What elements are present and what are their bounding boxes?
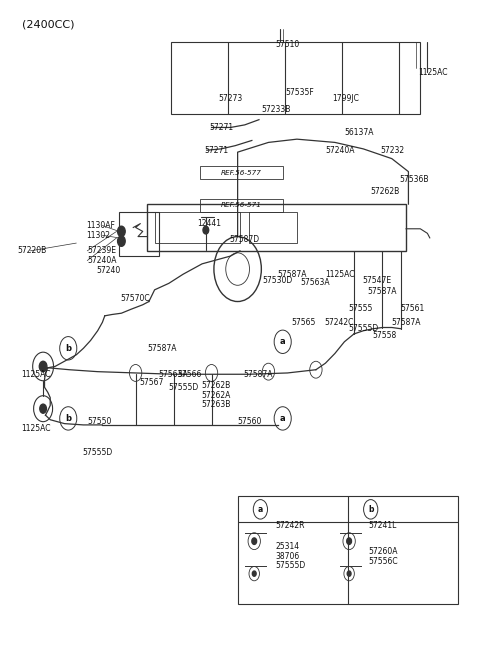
Text: 57587A: 57587A bbox=[147, 344, 177, 353]
Circle shape bbox=[252, 571, 256, 576]
Text: 25314: 25314 bbox=[276, 542, 300, 551]
Text: 57220B: 57220B bbox=[17, 246, 46, 255]
Text: 57271: 57271 bbox=[209, 123, 233, 132]
Text: 57241L: 57241L bbox=[368, 521, 396, 530]
Text: 57262B: 57262B bbox=[201, 381, 230, 390]
Circle shape bbox=[347, 571, 351, 576]
Text: b: b bbox=[368, 505, 373, 514]
Text: 57260A: 57260A bbox=[368, 547, 397, 556]
Text: 57570C: 57570C bbox=[120, 294, 150, 303]
Circle shape bbox=[363, 500, 378, 519]
Text: 38706: 38706 bbox=[276, 552, 300, 561]
Text: 57555D: 57555D bbox=[168, 383, 198, 392]
Text: 56137A: 56137A bbox=[344, 128, 374, 137]
Circle shape bbox=[118, 226, 125, 236]
Text: 57567: 57567 bbox=[139, 378, 164, 387]
Circle shape bbox=[40, 404, 47, 413]
Text: REF.56-571: REF.56-571 bbox=[221, 202, 262, 208]
Text: a: a bbox=[280, 414, 286, 423]
Circle shape bbox=[203, 226, 209, 234]
Text: 57555D: 57555D bbox=[276, 561, 306, 571]
Bar bbox=[200, 166, 283, 179]
Text: 57240A: 57240A bbox=[325, 145, 355, 155]
Bar bbox=[250, 212, 297, 243]
Text: 57556C: 57556C bbox=[368, 557, 398, 566]
Text: 57271: 57271 bbox=[204, 145, 228, 155]
Text: 57558: 57558 bbox=[372, 331, 396, 340]
Circle shape bbox=[253, 500, 267, 519]
Text: 57262B: 57262B bbox=[371, 187, 400, 196]
Text: 11302: 11302 bbox=[86, 231, 110, 240]
Bar bbox=[200, 198, 283, 212]
Text: 57561: 57561 bbox=[400, 303, 425, 312]
Text: 57535F: 57535F bbox=[285, 88, 314, 97]
Text: 57560: 57560 bbox=[238, 417, 262, 426]
Text: 57273: 57273 bbox=[219, 94, 243, 103]
Circle shape bbox=[274, 407, 291, 430]
Text: 57263B: 57263B bbox=[201, 400, 230, 409]
Text: 1125AC: 1125AC bbox=[21, 370, 50, 379]
Text: 57550: 57550 bbox=[87, 417, 112, 426]
Text: 1125AC: 1125AC bbox=[21, 424, 50, 433]
Text: 57587A: 57587A bbox=[391, 318, 420, 327]
Text: 1125AC: 1125AC bbox=[325, 270, 355, 279]
Text: REF.56-577: REF.56-577 bbox=[221, 170, 262, 176]
Text: a: a bbox=[280, 337, 286, 346]
Text: b: b bbox=[65, 344, 71, 353]
Text: 57240A: 57240A bbox=[87, 256, 117, 265]
Text: a: a bbox=[258, 505, 263, 514]
Text: 1125AC: 1125AC bbox=[418, 67, 447, 77]
Text: 57233B: 57233B bbox=[261, 105, 291, 114]
Text: (2400CC): (2400CC) bbox=[22, 19, 74, 29]
Text: 57547E: 57547E bbox=[362, 276, 392, 284]
Text: 57587A: 57587A bbox=[277, 270, 307, 279]
Text: 57565: 57565 bbox=[291, 318, 316, 327]
Text: 57510: 57510 bbox=[276, 41, 300, 50]
Bar bbox=[119, 212, 159, 256]
Text: 57232: 57232 bbox=[380, 145, 404, 155]
Text: 57530D: 57530D bbox=[263, 276, 293, 285]
Text: 57563A: 57563A bbox=[301, 278, 330, 286]
Text: 57239E: 57239E bbox=[87, 246, 116, 255]
Text: 57262A: 57262A bbox=[201, 390, 230, 400]
Circle shape bbox=[60, 407, 77, 430]
Text: 57555D: 57555D bbox=[348, 324, 378, 333]
Circle shape bbox=[274, 330, 291, 354]
Bar bbox=[238, 496, 458, 603]
Text: 57587A: 57587A bbox=[367, 288, 396, 296]
Text: 1799JC: 1799JC bbox=[333, 94, 360, 103]
Text: 12441: 12441 bbox=[197, 219, 221, 228]
Bar bbox=[147, 204, 406, 251]
Text: 57555: 57555 bbox=[348, 303, 372, 312]
Text: 57240: 57240 bbox=[96, 266, 121, 275]
Text: 57242C: 57242C bbox=[324, 318, 354, 327]
Circle shape bbox=[118, 236, 125, 246]
Text: 1130AF: 1130AF bbox=[86, 221, 115, 230]
Text: 57242R: 57242R bbox=[276, 521, 305, 530]
Circle shape bbox=[347, 538, 351, 544]
Text: 57563A: 57563A bbox=[158, 370, 188, 379]
Circle shape bbox=[39, 362, 47, 371]
Text: b: b bbox=[65, 414, 71, 423]
Text: 57555D: 57555D bbox=[83, 448, 113, 457]
Text: 57536B: 57536B bbox=[399, 175, 429, 184]
Text: 57587A: 57587A bbox=[244, 370, 273, 379]
Bar bbox=[171, 42, 420, 115]
Text: 57566: 57566 bbox=[178, 370, 202, 379]
Text: 57587D: 57587D bbox=[229, 235, 260, 244]
Circle shape bbox=[252, 538, 257, 544]
Bar bbox=[155, 212, 240, 243]
Circle shape bbox=[60, 337, 77, 360]
